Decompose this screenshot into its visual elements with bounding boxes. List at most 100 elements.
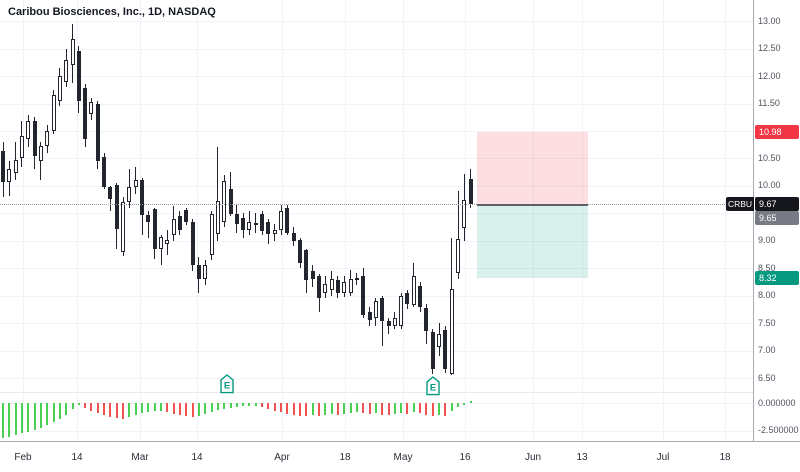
price-tick-label: 7.50 <box>758 317 776 328</box>
hist-bar <box>153 403 156 412</box>
price-gridline <box>0 185 753 187</box>
candle-wick <box>217 146 219 241</box>
hist-bar <box>185 403 188 417</box>
stop-price-badge: 10.98 <box>755 125 799 140</box>
time-tick-label: Mar <box>131 452 149 463</box>
hist-bar <box>84 403 87 408</box>
time-gridline <box>533 0 534 441</box>
price-gridline <box>0 350 753 352</box>
hist-bar <box>147 403 150 413</box>
candle <box>279 210 284 230</box>
candle <box>83 88 88 140</box>
price-gridline <box>0 240 753 242</box>
hist-bar <box>8 403 11 437</box>
hist-bar <box>160 403 162 411</box>
candle <box>253 222 258 226</box>
hist-bar <box>261 403 264 408</box>
candle <box>177 216 182 230</box>
hist-bar <box>457 403 460 408</box>
candle-wick <box>457 191 459 280</box>
time-gridline <box>725 0 726 441</box>
candle-wick <box>40 141 42 181</box>
candle <box>468 178 473 204</box>
hist-bar <box>46 403 49 425</box>
candle <box>51 95 56 131</box>
hist-bar <box>450 403 453 412</box>
candle <box>449 288 454 375</box>
price-tick-label: 13.00 <box>758 15 781 26</box>
price-tick-label: 8.00 <box>758 290 776 301</box>
hist-bar <box>267 403 270 410</box>
candle <box>317 276 321 299</box>
candle <box>418 286 423 307</box>
price-tick-label: 8.50 <box>758 262 776 273</box>
candle <box>7 169 12 183</box>
candle <box>342 281 347 293</box>
candle <box>411 276 416 305</box>
hist-bar <box>235 403 238 407</box>
price-gridline <box>0 295 753 297</box>
hist-bar <box>109 403 112 417</box>
price-gridline <box>0 378 753 380</box>
candle <box>399 296 404 327</box>
candle <box>291 233 296 241</box>
candle <box>190 221 195 266</box>
hist-bar <box>65 403 68 415</box>
time-tick-label: Apr <box>274 452 290 463</box>
candle <box>354 277 359 280</box>
price-tick-label: 11.50 <box>758 98 780 109</box>
hist-bar <box>27 403 30 432</box>
hist-bar <box>381 403 384 415</box>
candle <box>70 39 75 66</box>
hist-bar <box>178 403 181 416</box>
hist-bar <box>336 403 339 415</box>
hist-bar <box>216 403 219 411</box>
hist-bar <box>299 403 302 416</box>
candle <box>222 180 227 223</box>
candle <box>13 160 18 173</box>
hist-bar <box>438 403 441 415</box>
candle-wick <box>135 166 137 195</box>
candle <box>456 239 461 273</box>
candle <box>45 130 50 147</box>
candle <box>304 250 309 281</box>
candle <box>329 279 334 291</box>
hist-bar <box>324 403 327 416</box>
price-gridline <box>0 48 753 50</box>
entry-line[interactable] <box>477 204 588 207</box>
stop-zone[interactable] <box>477 132 588 206</box>
earnings-marker-icon[interactable]: E <box>220 374 234 394</box>
candle <box>76 51 81 102</box>
candle-wick <box>388 317 390 335</box>
price-gridline <box>0 76 753 78</box>
candle <box>437 333 442 347</box>
indicator-gridline <box>0 430 753 432</box>
time-axis[interactable]: Feb 14 Mar 14 Apr 18 May 16 Jun 13 Jul 18 <box>0 441 800 472</box>
hist-bar <box>52 403 55 423</box>
candle <box>64 59 69 82</box>
time-tick-label: 18 <box>339 452 351 463</box>
hist-bar <box>204 403 207 414</box>
earnings-marker-icon[interactable]: E <box>426 376 440 396</box>
price-axis[interactable]: USD 13.0012.5012.0011.5010.5010.009.008.… <box>753 0 800 472</box>
time-tick-label: 16 <box>459 452 471 463</box>
candle <box>95 103 100 162</box>
price-tick-label: 10.00 <box>758 180 781 191</box>
chart-pane[interactable]: E E Caribou Biosciences, Inc., 1D, NASDAQ <box>0 0 753 441</box>
hist-bar <box>406 403 409 414</box>
hist-bar <box>469 400 472 403</box>
target-zone[interactable] <box>477 205 588 279</box>
hist-bar <box>330 403 333 414</box>
price-tick-label: 7.00 <box>758 345 776 356</box>
symbol-legend-title[interactable]: Caribou Biosciences, Inc., 1D, NASDAQ <box>8 6 216 18</box>
last-price-line <box>0 204 753 205</box>
svg-text:E: E <box>224 381 230 392</box>
hist-bar <box>362 403 365 414</box>
candle <box>424 308 429 331</box>
pane-separator <box>0 392 753 393</box>
hist-bar <box>444 403 447 416</box>
hist-bar <box>2 403 4 439</box>
hist-bar <box>71 403 74 410</box>
hist-bar <box>368 403 371 415</box>
candle <box>196 265 201 280</box>
